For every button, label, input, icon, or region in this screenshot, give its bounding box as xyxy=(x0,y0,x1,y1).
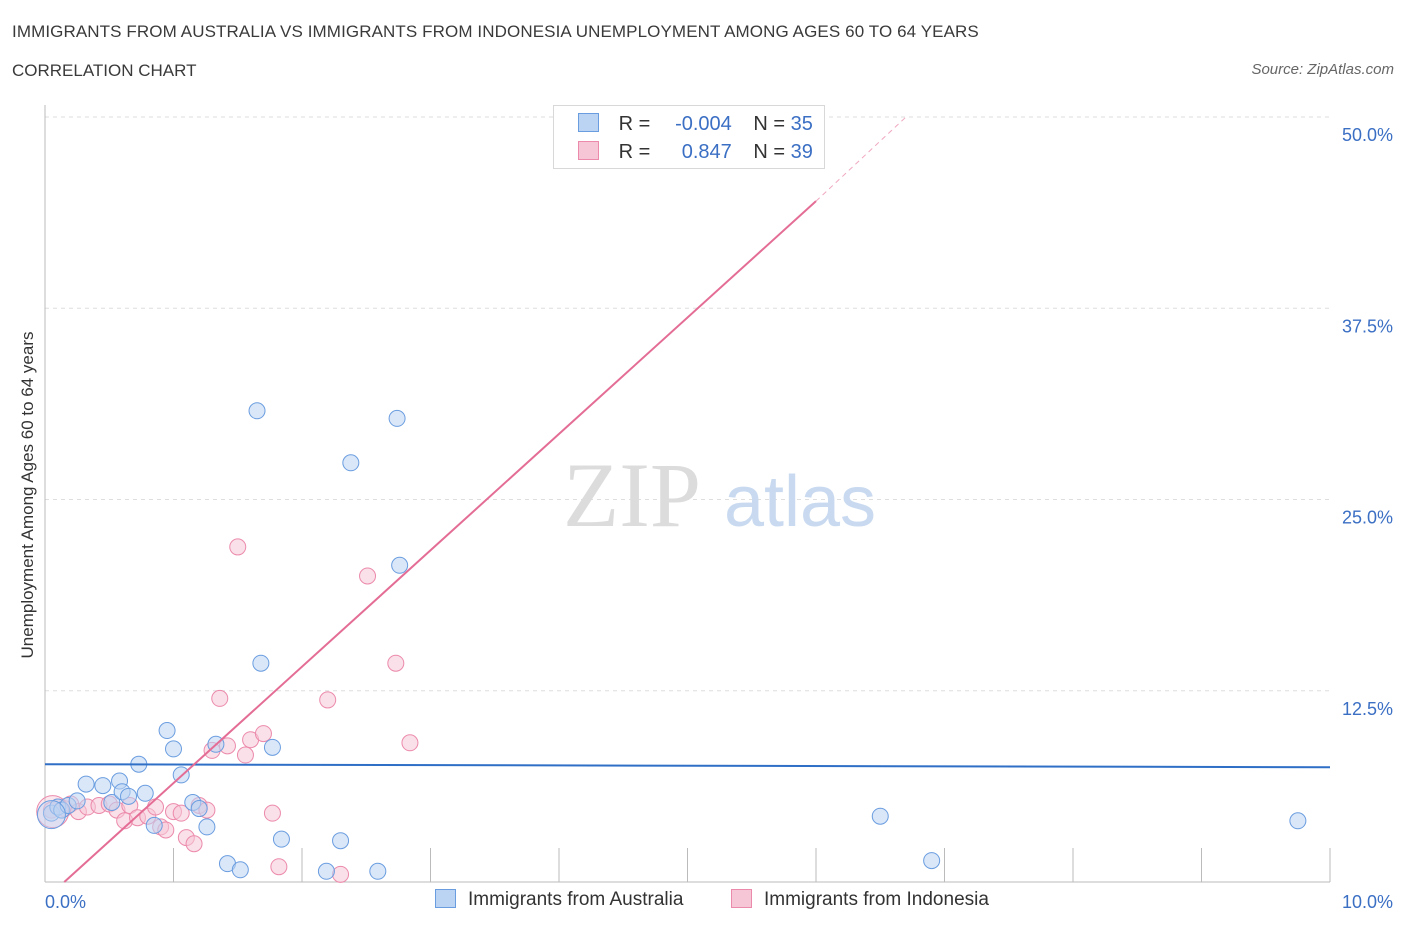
australia-point xyxy=(369,862,387,880)
x-tick-label: 0.0% xyxy=(45,892,86,912)
indonesia-trend-extension xyxy=(815,116,907,202)
australia-point xyxy=(248,402,266,420)
australia-point xyxy=(158,722,176,740)
indonesia-point xyxy=(147,798,165,816)
australia-point xyxy=(68,792,86,810)
legend-row-australia: R = -0.004 N = 35 xyxy=(578,113,813,137)
australia-swatch xyxy=(435,889,456,908)
indonesia-point xyxy=(185,835,203,853)
indonesia-point xyxy=(387,654,405,672)
australia-point xyxy=(94,777,112,795)
australia-point xyxy=(871,807,889,825)
y-tick-label: 25.0% xyxy=(1342,508,1393,528)
australia-point xyxy=(317,862,335,880)
y-axis-label: Unemployment Among Ages 60 to 64 years xyxy=(18,331,37,659)
chart-subtitle: CORRELATION CHART xyxy=(12,61,197,80)
indonesia-trend-line xyxy=(63,200,817,883)
n-value: 35 xyxy=(790,113,813,135)
indonesia-point xyxy=(359,567,377,585)
australia-point xyxy=(923,852,941,870)
n-label: N = xyxy=(753,113,786,135)
watermark-atlas: atlas xyxy=(724,462,876,542)
australia-point xyxy=(342,454,360,472)
source-note: Source: ZipAtlas.com xyxy=(1251,61,1394,78)
axes xyxy=(44,105,1331,883)
x-tick-label: 10.0% xyxy=(1342,892,1393,912)
australia-point xyxy=(77,775,95,793)
legend-label: Immigrants from Indonesia xyxy=(764,889,989,910)
y-tick-label: 12.5% xyxy=(1342,699,1393,719)
australia-point xyxy=(103,793,121,811)
indonesia-swatch xyxy=(731,889,752,908)
australia-point xyxy=(165,740,182,758)
australia-point xyxy=(332,832,350,850)
r-value: -0.004 xyxy=(675,113,732,135)
australia-point xyxy=(190,800,208,818)
y-tick-label: 37.5% xyxy=(1342,316,1393,336)
y-tick-label: 50.0% xyxy=(1342,125,1393,145)
indonesia-point xyxy=(211,689,229,707)
indonesia-point xyxy=(229,538,247,556)
indonesia-point xyxy=(236,746,254,764)
australia-point xyxy=(252,654,270,672)
australia-point xyxy=(231,861,249,879)
bottom-legend-indonesia: Immigrants from Indonesia xyxy=(731,889,989,911)
correlation-legend: R = -0.004 N = 35 R = 0.847 N = 39 xyxy=(553,105,825,169)
legend-label: Immigrants from Australia xyxy=(468,889,684,910)
tick-labels: 12.5% 25.0% 37.5% 50.0% 0.0% 10.0% xyxy=(45,125,1393,912)
trend-lines xyxy=(44,116,1331,883)
indonesia-point xyxy=(270,858,288,876)
australia-point xyxy=(136,784,154,802)
australia-point xyxy=(145,816,163,834)
indonesia-point xyxy=(332,865,350,883)
r-value: 0.847 xyxy=(681,141,732,163)
n-label: N = xyxy=(753,141,786,163)
australia-point xyxy=(263,738,281,756)
australia-point xyxy=(1289,812,1307,830)
indonesia-point xyxy=(172,804,190,822)
r-label: R = xyxy=(618,113,651,135)
legend-row-indonesia: R = 0.847 N = 39 xyxy=(578,141,813,165)
australia-point xyxy=(388,409,406,427)
australia-point-cluster xyxy=(36,800,66,830)
indonesia-point xyxy=(401,734,419,752)
indonesia-swatch xyxy=(578,141,599,160)
chart-title: IMMIGRANTS FROM AUSTRALIA VS IMMIGRANTS … xyxy=(12,22,979,41)
australia-swatch xyxy=(578,113,599,132)
australia-point xyxy=(391,556,409,574)
r-label: R = xyxy=(618,141,651,163)
indonesia-point xyxy=(263,804,281,822)
indonesia-point xyxy=(254,725,272,743)
australia-point xyxy=(272,830,290,848)
australia-point xyxy=(198,818,216,836)
australia-point xyxy=(120,787,138,805)
australia-points xyxy=(36,402,1307,880)
indonesia-point xyxy=(319,691,337,709)
watermark-zip: ZIP xyxy=(563,444,701,546)
n-value: 39 xyxy=(790,141,813,163)
australia-trend-line xyxy=(44,763,1331,769)
grid-lines xyxy=(45,116,1330,692)
bottom-legend-australia: Immigrants from Australia xyxy=(435,889,683,911)
